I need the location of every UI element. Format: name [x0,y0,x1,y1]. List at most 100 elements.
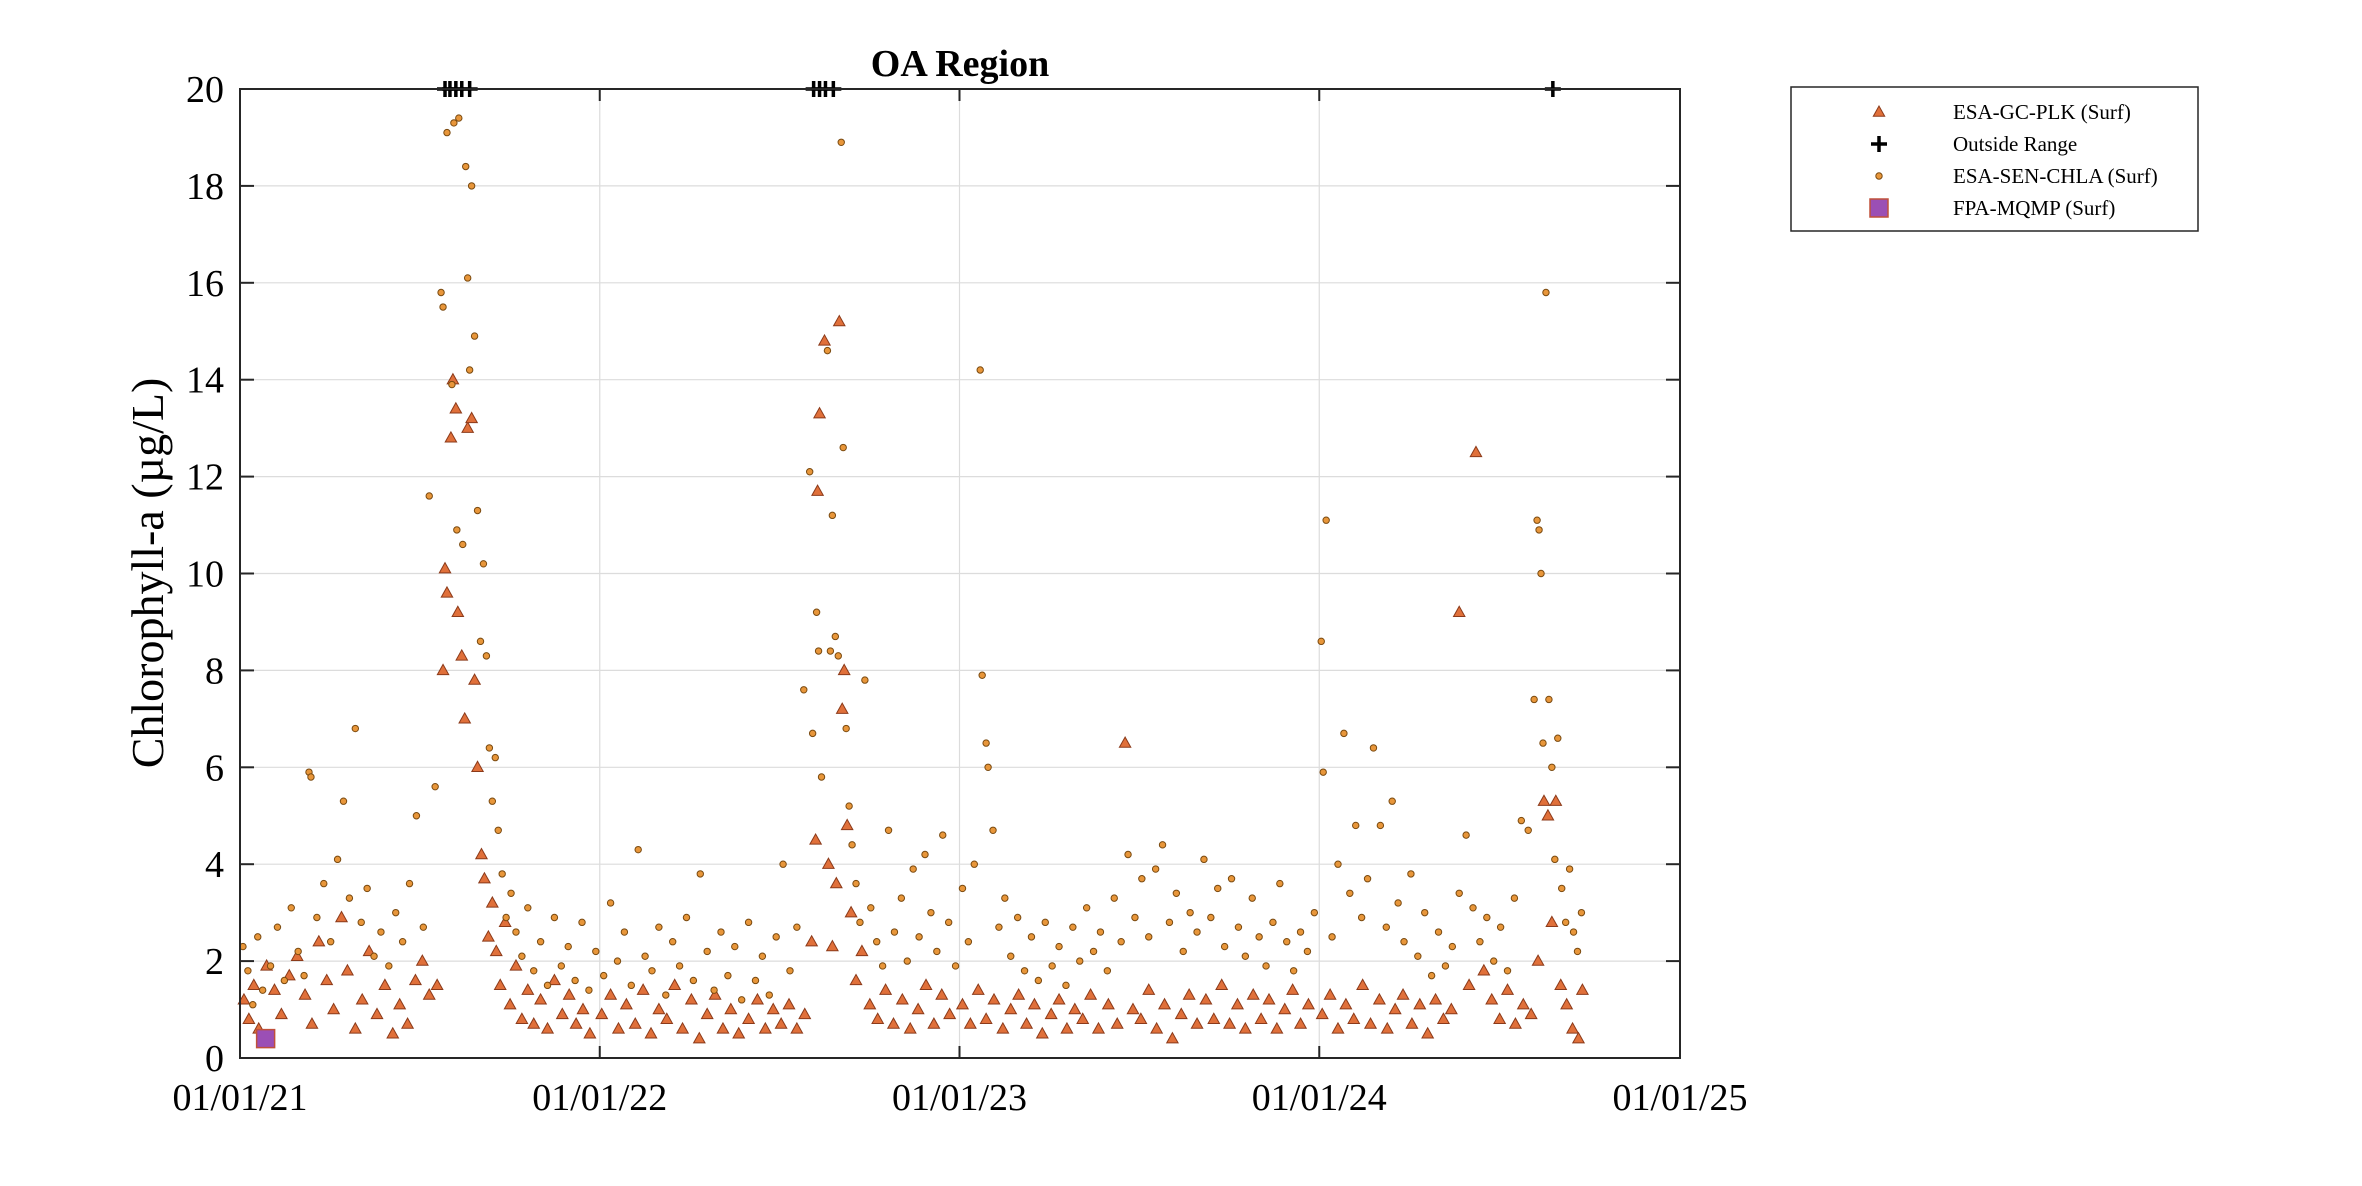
data-point-circle [780,861,786,867]
data-point-circle [1401,939,1407,945]
data-point-circle [725,972,731,978]
y-axis-label: Chlorophyll-a (µg/L) [122,378,173,769]
data-point-circle [1428,972,1434,978]
data-point-circle [519,953,525,959]
data-point-circle [1574,948,1580,954]
data-point-circle [1534,517,1540,523]
data-point-circle [676,963,682,969]
data-point-circle [1297,929,1303,935]
data-point-circle [840,444,846,450]
data-point-circle [352,725,358,731]
data-point-circle [904,958,910,964]
data-point-circle [849,842,855,848]
data-point-circle [1415,953,1421,959]
legend-circle-icon [1876,173,1882,179]
legend-label: FPA-MQMP (Surf) [1953,196,2115,220]
data-point-square [257,1030,275,1048]
data-point-circle [1304,948,1310,954]
data-point-circle [456,115,462,121]
data-point-circle [766,992,772,998]
data-point-circle [809,730,815,736]
data-point-circle [508,890,514,896]
data-point-circle [1056,943,1062,949]
y-tick-label: 0 [205,1038,224,1080]
data-point-circle [806,469,812,475]
data-point-circle [1449,943,1455,949]
data-point-circle [843,725,849,731]
data-point-circle [690,977,696,983]
data-point-circle [1323,517,1329,523]
data-point-circle [471,333,477,339]
data-point-circle [386,963,392,969]
data-point-circle [1228,876,1234,882]
data-point-circle [267,963,273,969]
data-point-circle [614,958,620,964]
data-point-circle [773,934,779,940]
x-tick-label: 01/01/22 [532,1077,667,1119]
data-point-circle [1063,982,1069,988]
data-point-circle [824,347,830,353]
data-point-circle [732,943,738,949]
data-point-circle [1159,842,1165,848]
data-point-circle [983,740,989,746]
data-point-circle [1132,914,1138,920]
data-point-circle [1014,914,1020,920]
data-point-circle [621,929,627,935]
data-point-circle [934,948,940,954]
data-point-circle [853,880,859,886]
data-point-circle [406,880,412,886]
data-point-circle [945,919,951,925]
data-point-circle [1173,890,1179,896]
legend-square-icon [1870,199,1888,217]
data-point-circle [340,798,346,804]
data-point-circle [1201,856,1207,862]
legend-label: ESA-GC-PLK (Surf) [1953,100,2131,124]
data-point-circle [1555,735,1561,741]
data-point-circle [1377,822,1383,828]
data-point-circle [1049,963,1055,969]
data-point-circle [495,827,501,833]
data-point-circle [1518,817,1524,823]
data-point-circle [697,871,703,877]
data-point-circle [274,924,280,930]
data-point-circle [1221,943,1227,949]
data-point-circle [891,929,897,935]
data-point-circle [815,648,821,654]
data-point-circle [346,895,352,901]
data-point-circle [857,919,863,925]
data-point-circle [990,827,996,833]
data-point-circle [378,929,384,935]
data-point-circle [752,977,758,983]
x-tick-label: 01/01/25 [1612,1077,1747,1119]
data-point-circle [1525,827,1531,833]
data-point-circle [1422,909,1428,915]
data-point-circle [558,963,564,969]
data-point-circle [301,972,307,978]
data-point-circle [420,924,426,930]
data-point-circle [704,948,710,954]
data-point-circle [1187,909,1193,915]
data-point-circle [813,609,819,615]
data-point-circle [314,914,320,920]
data-point-circle [885,827,891,833]
data-point-circle [477,638,483,644]
data-point-circle [1329,934,1335,940]
data-point-circle [308,774,314,780]
data-point-circle [579,919,585,925]
data-point-circle [1353,822,1359,828]
data-point-circle [1083,905,1089,911]
data-point-circle [965,939,971,945]
data-point-circle [1139,876,1145,882]
data-point-circle [1090,948,1096,954]
y-tick-label: 20 [186,69,224,111]
data-point-circle [628,982,634,988]
data-point-circle [1408,871,1414,877]
data-point-circle [801,687,807,693]
data-point-circle [600,972,606,978]
data-point-circle [440,304,446,310]
data-point-circle [474,507,480,513]
legend-label: ESA-SEN-CHLA (Surf) [1953,164,2158,188]
data-point-circle [922,851,928,857]
data-point-circle [1077,958,1083,964]
data-point-circle [468,183,474,189]
